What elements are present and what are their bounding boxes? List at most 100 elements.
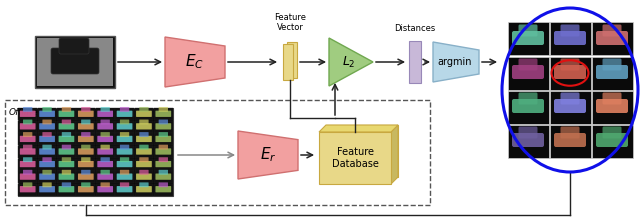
FancyBboxPatch shape bbox=[42, 132, 52, 137]
FancyBboxPatch shape bbox=[20, 186, 36, 192]
Bar bbox=[76, 133, 95, 145]
Bar bbox=[115, 133, 134, 145]
Bar bbox=[96, 184, 115, 196]
Bar bbox=[57, 133, 76, 145]
FancyBboxPatch shape bbox=[62, 170, 71, 175]
FancyBboxPatch shape bbox=[97, 123, 113, 129]
Bar bbox=[154, 133, 173, 145]
Text: Offline: Offline bbox=[9, 107, 38, 117]
Bar bbox=[508, 57, 548, 89]
FancyBboxPatch shape bbox=[120, 119, 129, 124]
FancyBboxPatch shape bbox=[100, 107, 110, 112]
Bar bbox=[76, 108, 95, 120]
FancyBboxPatch shape bbox=[136, 148, 152, 155]
FancyBboxPatch shape bbox=[554, 31, 586, 45]
Bar bbox=[115, 171, 134, 183]
Bar bbox=[115, 184, 134, 196]
FancyBboxPatch shape bbox=[20, 136, 36, 142]
Bar bbox=[57, 171, 76, 183]
Bar bbox=[76, 121, 95, 133]
FancyBboxPatch shape bbox=[42, 145, 52, 149]
FancyBboxPatch shape bbox=[42, 107, 52, 112]
FancyBboxPatch shape bbox=[39, 111, 55, 117]
FancyBboxPatch shape bbox=[554, 65, 586, 79]
Bar bbox=[19, 184, 37, 196]
FancyBboxPatch shape bbox=[596, 99, 628, 113]
Bar bbox=[76, 171, 95, 183]
Bar bbox=[57, 184, 76, 196]
Bar bbox=[115, 121, 134, 133]
FancyBboxPatch shape bbox=[59, 123, 74, 129]
FancyBboxPatch shape bbox=[561, 24, 579, 36]
Bar bbox=[508, 22, 548, 56]
FancyBboxPatch shape bbox=[59, 174, 74, 180]
FancyBboxPatch shape bbox=[42, 119, 52, 124]
FancyBboxPatch shape bbox=[116, 161, 132, 167]
FancyBboxPatch shape bbox=[140, 119, 148, 124]
FancyBboxPatch shape bbox=[62, 145, 71, 149]
FancyBboxPatch shape bbox=[561, 93, 579, 105]
FancyBboxPatch shape bbox=[136, 136, 152, 142]
Bar bbox=[134, 133, 154, 145]
FancyBboxPatch shape bbox=[39, 136, 55, 142]
FancyBboxPatch shape bbox=[81, 170, 90, 175]
Text: argmin: argmin bbox=[438, 57, 472, 67]
FancyBboxPatch shape bbox=[100, 119, 110, 124]
Bar bbox=[508, 125, 548, 157]
Polygon shape bbox=[319, 125, 398, 132]
FancyBboxPatch shape bbox=[62, 107, 71, 112]
Bar bbox=[57, 121, 76, 133]
FancyBboxPatch shape bbox=[116, 186, 132, 192]
FancyBboxPatch shape bbox=[116, 136, 132, 142]
FancyBboxPatch shape bbox=[97, 174, 113, 180]
Bar bbox=[154, 146, 173, 158]
Bar bbox=[5, 100, 430, 205]
FancyBboxPatch shape bbox=[120, 182, 129, 187]
FancyBboxPatch shape bbox=[100, 145, 110, 149]
FancyBboxPatch shape bbox=[116, 148, 132, 155]
FancyBboxPatch shape bbox=[156, 123, 171, 129]
Bar bbox=[283, 44, 293, 80]
Polygon shape bbox=[238, 131, 298, 179]
Bar bbox=[319, 132, 391, 184]
FancyBboxPatch shape bbox=[78, 186, 93, 192]
FancyBboxPatch shape bbox=[554, 99, 586, 113]
Bar bbox=[154, 171, 173, 183]
FancyBboxPatch shape bbox=[561, 59, 579, 71]
Polygon shape bbox=[391, 125, 398, 184]
Bar bbox=[38, 171, 56, 183]
FancyBboxPatch shape bbox=[39, 161, 55, 167]
Bar bbox=[96, 146, 115, 158]
FancyBboxPatch shape bbox=[156, 186, 171, 192]
FancyBboxPatch shape bbox=[140, 182, 148, 187]
FancyBboxPatch shape bbox=[23, 132, 33, 137]
FancyBboxPatch shape bbox=[100, 170, 110, 175]
FancyBboxPatch shape bbox=[42, 157, 52, 162]
FancyBboxPatch shape bbox=[100, 132, 110, 137]
FancyBboxPatch shape bbox=[518, 127, 538, 139]
FancyBboxPatch shape bbox=[42, 182, 52, 187]
FancyBboxPatch shape bbox=[602, 93, 621, 105]
Bar bbox=[96, 171, 115, 183]
FancyBboxPatch shape bbox=[136, 123, 152, 129]
FancyBboxPatch shape bbox=[59, 148, 74, 155]
Bar bbox=[19, 171, 37, 183]
Bar bbox=[154, 108, 173, 120]
FancyBboxPatch shape bbox=[156, 174, 171, 180]
Bar bbox=[591, 22, 632, 56]
FancyBboxPatch shape bbox=[62, 157, 71, 162]
Polygon shape bbox=[165, 37, 225, 87]
FancyBboxPatch shape bbox=[81, 119, 90, 124]
FancyBboxPatch shape bbox=[136, 186, 152, 192]
Text: $E_r$: $E_r$ bbox=[260, 146, 276, 164]
Polygon shape bbox=[433, 42, 479, 82]
FancyBboxPatch shape bbox=[512, 133, 544, 147]
Bar bbox=[134, 146, 154, 158]
FancyBboxPatch shape bbox=[116, 111, 132, 117]
FancyBboxPatch shape bbox=[596, 65, 628, 79]
FancyBboxPatch shape bbox=[78, 123, 93, 129]
Bar bbox=[591, 57, 632, 89]
Bar bbox=[76, 184, 95, 196]
FancyBboxPatch shape bbox=[140, 107, 148, 112]
FancyBboxPatch shape bbox=[100, 157, 110, 162]
